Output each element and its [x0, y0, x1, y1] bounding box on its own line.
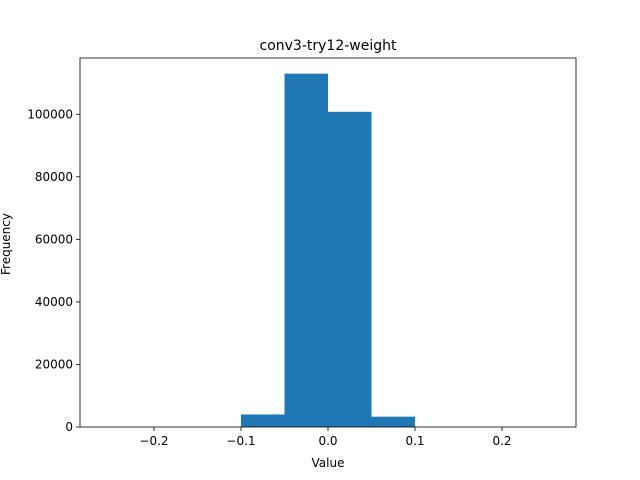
histogram-bar-0: [240, 414, 285, 427]
x-tick-label: −0.1: [226, 434, 255, 448]
chart-title: conv3-try12-weight: [260, 38, 397, 54]
histogram-bar-2: [328, 111, 372, 427]
y-axis-label: Frequency: [0, 213, 13, 275]
y-tick-label: 60000: [35, 232, 73, 246]
y-tick-label: 100000: [27, 107, 73, 121]
y-tick-label: 20000: [35, 357, 73, 371]
x-tick-label: 0.0: [318, 434, 337, 448]
x-axis-label: Value: [312, 456, 345, 470]
x-tick-label: 0.1: [405, 434, 424, 448]
x-tick-label: −0.2: [139, 434, 168, 448]
y-tick-label: 40000: [35, 295, 73, 309]
x-axis-ticks: −0.2 −0.1 0.0 0.1 0.2: [139, 427, 512, 448]
histogram-bar-3: [371, 416, 416, 427]
y-tick-label: 0: [65, 420, 73, 434]
y-tick-label: 80000: [35, 170, 73, 184]
histogram-bars: [240, 73, 416, 427]
histogram-bar-1: [284, 73, 328, 427]
y-axis-ticks: 0 20000 40000 60000 80000 100000: [27, 107, 80, 434]
x-tick-label: 0.2: [492, 434, 511, 448]
